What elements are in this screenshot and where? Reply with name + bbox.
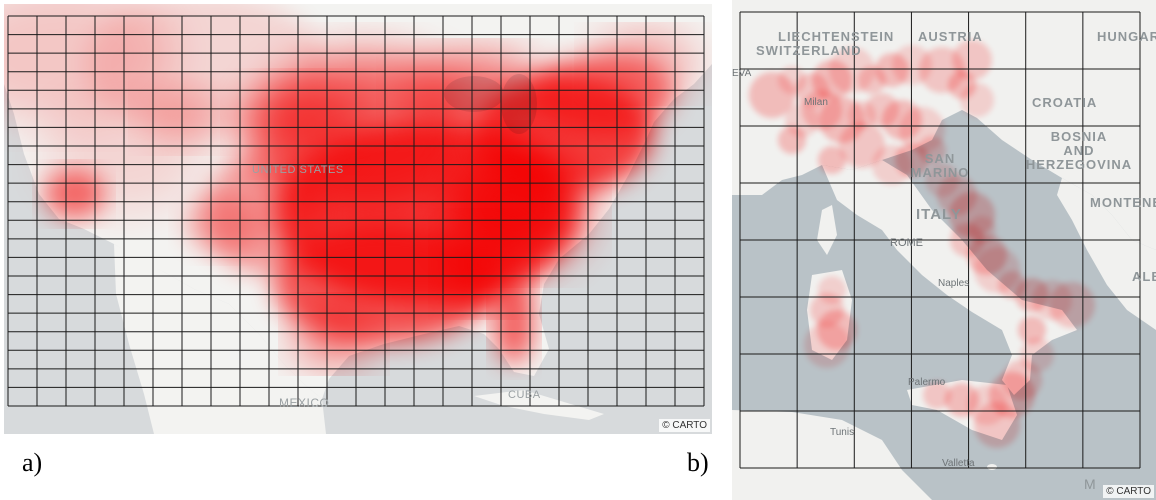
label-hungary: HUNGAR bbox=[1097, 29, 1156, 44]
label-milan: Milan bbox=[804, 97, 828, 108]
africa-landmass bbox=[732, 410, 932, 500]
label-bosnia-line1: BOSNIA bbox=[1050, 129, 1108, 144]
label-cuba: CUBA bbox=[508, 389, 541, 401]
label-croatia: CROATIA bbox=[1032, 95, 1098, 110]
heat-circle bbox=[952, 40, 992, 80]
heat-circle bbox=[960, 83, 994, 117]
heat-blob bbox=[444, 224, 524, 304]
label-bosnia: BOSNIA AND HERZEGOVINA bbox=[1024, 130, 1134, 172]
label-mexico: MEXICO bbox=[279, 396, 330, 410]
heat-blob bbox=[494, 284, 534, 364]
heat-circle bbox=[785, 103, 819, 137]
heat-blob bbox=[594, 34, 694, 94]
label-austria: AUSTRIA bbox=[918, 29, 983, 44]
heat-blob bbox=[244, 84, 364, 164]
label-bosnia-line3: HERZEGOVINA bbox=[1025, 157, 1133, 172]
heat-circle bbox=[1018, 316, 1046, 344]
grid-overlay bbox=[7, 15, 705, 407]
carto-credit[interactable]: © CARTO bbox=[1103, 485, 1154, 498]
us-map-panel: UNITED STATES MEXICO CUBA © CARTO bbox=[4, 4, 712, 434]
label-palermo: Palermo bbox=[908, 377, 946, 388]
italy-landmass bbox=[822, 160, 1077, 395]
grid-overlay bbox=[739, 11, 1141, 469]
label-san-marino-line2: MARINO bbox=[910, 165, 970, 180]
heat-circle bbox=[974, 402, 1020, 448]
label-san-marino: SAN MARINO bbox=[910, 152, 970, 180]
label-valletta: Valletta bbox=[942, 458, 975, 469]
heat-circle bbox=[839, 122, 885, 168]
us-map bbox=[4, 4, 712, 434]
italy-map bbox=[732, 0, 1156, 500]
label-geneva: EVA bbox=[732, 68, 752, 79]
italy-map-panel: LIECHTENSTEIN SWITZERLAND AUSTRIA HUNGAR… bbox=[732, 0, 1156, 500]
label-albania: ALBA bbox=[1132, 269, 1156, 284]
heat-blob bbox=[404, 54, 544, 134]
mexico-landmass bbox=[114, 244, 326, 434]
heatmap-layer bbox=[4, 4, 694, 364]
carto-credit[interactable]: © CARTO bbox=[659, 419, 710, 432]
heat-circle bbox=[818, 146, 846, 174]
label-united-states: UNITED STATES bbox=[252, 164, 344, 176]
corsica-landmass bbox=[817, 205, 837, 255]
heat-blob bbox=[184, 194, 264, 254]
caption-a: a) bbox=[22, 448, 43, 477]
label-san-marino-line1: SAN bbox=[924, 151, 956, 166]
label-bosnia-line2: AND bbox=[1063, 143, 1095, 158]
label-liechtenstein: LIECHTENSTEIN bbox=[778, 29, 895, 44]
balkans-landmass bbox=[1057, 178, 1156, 330]
heat-circle bbox=[804, 322, 850, 368]
cuba-landmass bbox=[474, 390, 604, 420]
heat-blob bbox=[294, 304, 374, 364]
caption-b: b) bbox=[687, 448, 709, 477]
heat-circle bbox=[1049, 282, 1095, 328]
heat-blob bbox=[144, 84, 224, 144]
label-tunis: Tunis bbox=[830, 427, 855, 438]
label-switzerland: SWITZERLAND bbox=[756, 43, 862, 58]
malta-island bbox=[987, 464, 997, 470]
heat-blob bbox=[44, 169, 104, 219]
label-sea: M bbox=[1084, 476, 1096, 492]
label-montenegro: MONTENE bbox=[1090, 195, 1156, 210]
heat-circle bbox=[749, 72, 795, 118]
label-rome: ROME bbox=[890, 237, 923, 249]
label-naples: Naples bbox=[938, 278, 970, 289]
heat-circle bbox=[923, 381, 951, 409]
label-italy: ITALY bbox=[916, 206, 962, 223]
